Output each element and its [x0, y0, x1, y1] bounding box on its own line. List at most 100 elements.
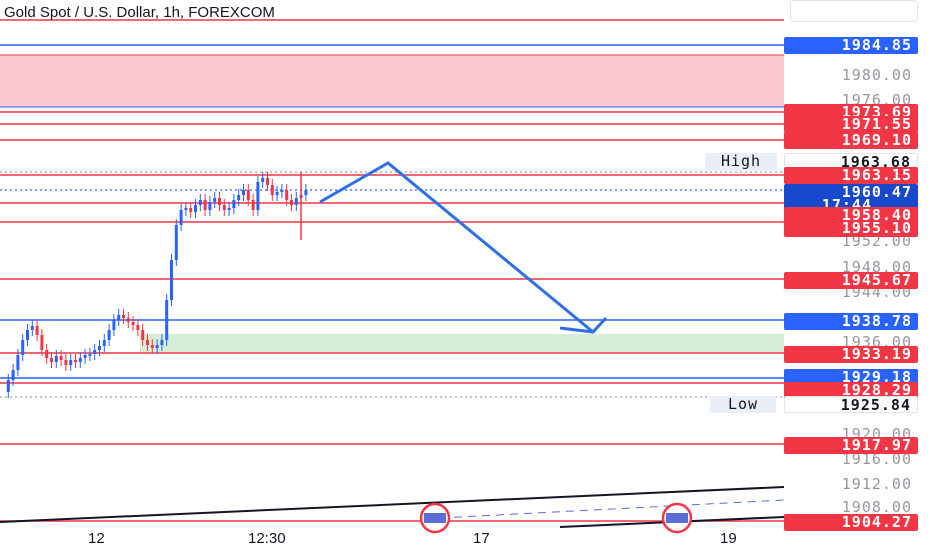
candle-body: [194, 205, 197, 212]
candle-body: [184, 208, 188, 210]
candle-body: [150, 345, 154, 348]
candle-body: [78, 358, 82, 362]
price-tag-1969: 1969.10: [784, 132, 918, 149]
candle-body: [83, 355, 87, 358]
low-label: Low: [710, 396, 776, 413]
candle-body: [107, 330, 111, 340]
candle-body: [102, 340, 106, 346]
candle-body: [98, 346, 101, 350]
candle-body: [170, 260, 173, 300]
scale-label: 1912.00: [841, 475, 912, 493]
price-tag-1917: 1917.97: [784, 437, 918, 454]
price-tag-1955: 1955.10: [784, 220, 918, 237]
candle-body: [304, 190, 308, 195]
time-axis-label: 12: [88, 530, 105, 547]
time-axis-label: 19: [720, 530, 737, 547]
candle-body: [218, 198, 221, 205]
candle-body: [136, 325, 140, 330]
candle-body: [40, 335, 44, 350]
trendline-black: [0, 486, 785, 523]
candle-body: [222, 205, 226, 210]
price-tag-1904: 1904.27: [784, 514, 918, 531]
candle-body: [266, 178, 269, 185]
projection-arrowhead: [559, 316, 608, 334]
us-flag-event-icon: [419, 502, 451, 534]
current-price-tag: 1960.47: [784, 184, 918, 201]
candle-body: [59, 356, 63, 360]
candle-body: [174, 225, 178, 260]
candle-body: [50, 358, 53, 362]
price-tag-1929: 1929.18: [784, 369, 918, 386]
candle-body: [232, 200, 236, 208]
candle-body: [290, 200, 293, 205]
candle-body: [126, 318, 130, 322]
us-flag-event-icon-2: [661, 502, 693, 534]
candle-body: [242, 190, 245, 195]
candle-body: [189, 208, 193, 212]
candle-body: [270, 185, 274, 195]
candle-body: [88, 354, 92, 356]
candle-body: [21, 340, 25, 355]
candle-body: [30, 326, 34, 330]
candle-body: [160, 340, 164, 345]
candle-body: [155, 345, 159, 348]
time-axis-label: 12:30: [248, 530, 286, 547]
candle-body: [11, 370, 15, 380]
candle-body: [198, 200, 202, 205]
candle-body: [122, 315, 125, 318]
candle-body: [6, 380, 10, 392]
candle-body: [275, 192, 279, 195]
candle-body: [117, 315, 121, 320]
candle-body: [246, 190, 250, 200]
candle-body: [251, 200, 255, 210]
scale-label: 1948.00: [841, 258, 912, 276]
price-tag-1928: 1928.29: [784, 382, 918, 399]
price-tag-low: 1925.84: [784, 396, 918, 414]
red-supply-zone: [0, 55, 784, 107]
candle-body: [294, 198, 298, 205]
candle-body: [141, 330, 145, 340]
price-tag-1984: 1984.85: [784, 37, 918, 54]
candle-body: [261, 178, 265, 182]
price-tag-1971: 1971.55: [784, 116, 918, 133]
candle-body: [26, 330, 29, 340]
time-axis-label: 17: [473, 530, 490, 547]
candlestick-series: [6, 172, 308, 398]
scale-label: 1980.00: [841, 66, 912, 84]
trendline-dashed: [439, 499, 785, 519]
candle-body: [280, 190, 284, 192]
projection-path: [319, 161, 594, 334]
candle-body: [112, 320, 116, 330]
candle-body: [74, 360, 77, 362]
candle-body: [165, 300, 169, 340]
scale-label: 1908.00: [841, 498, 912, 516]
candle-body: [131, 322, 135, 325]
candle-body: [203, 200, 207, 210]
candle-body: [179, 210, 183, 225]
candle-body: [64, 360, 68, 365]
chart-title: Gold Spot / U.S. Dollar, 1h, FOREXCOM: [4, 4, 275, 21]
candle-body: [285, 190, 289, 200]
candle-body: [16, 355, 20, 370]
candle-body: [237, 195, 241, 200]
candle-body: [93, 350, 97, 354]
price-tag-1938: 1938.78: [784, 313, 918, 330]
price-tag-1963: 1963.15: [784, 167, 918, 184]
candle-body: [213, 198, 217, 202]
candle-body: [146, 340, 149, 345]
candle-body: [208, 202, 212, 210]
scale-label: 1916.00: [841, 450, 912, 468]
candle-body: [35, 326, 39, 335]
price-tag-1933: 1933.19: [784, 346, 918, 363]
candle-body: [54, 356, 58, 362]
price-tag-1958: 1958.40: [784, 207, 918, 224]
candle-body: [227, 208, 231, 210]
green-demand-zone: [140, 334, 784, 352]
candle-body: [256, 182, 260, 210]
high-label: High: [705, 153, 777, 170]
top-price-tag: [790, 0, 918, 22]
candle-body: [45, 350, 49, 358]
price-tag-high: 1963.68: [784, 153, 918, 171]
price-tag-1945: 1945.67: [784, 272, 918, 289]
